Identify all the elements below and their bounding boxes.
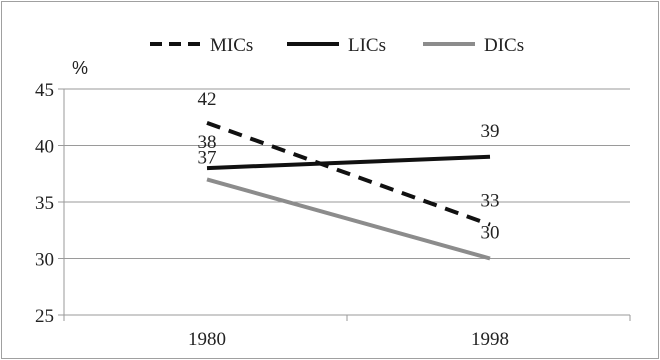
series-line-mics — [206, 121, 491, 227]
data-label-dics-1998: 30 — [481, 223, 500, 244]
legend-label-mics: MICs — [210, 35, 253, 56]
x-tick-labels: 1980 1998 — [188, 329, 509, 350]
x-tick-label-1998: 1998 — [471, 329, 509, 350]
data-label-dics-1980: 37 — [198, 147, 217, 168]
legend-label-lics: LICs — [348, 35, 386, 56]
x-tick-label-1980: 1980 — [188, 329, 226, 350]
y-tick-label-25: 25 — [35, 306, 54, 327]
data-labels: 42 33 38 39 37 30 — [198, 89, 500, 244]
series-line-lics — [206, 154, 491, 171]
y-tick-label-35: 35 — [35, 193, 54, 214]
y-tick-label-40: 40 — [35, 137, 54, 158]
data-label-mics-1998: 33 — [481, 191, 500, 212]
legend-label-dics: DICs — [484, 35, 524, 56]
data-label-mics-1980: 42 — [198, 89, 217, 110]
grid-lines — [64, 88, 630, 259]
y-tick-labels: 25 30 35 40 45 — [35, 80, 54, 327]
y-unit-label: % — [72, 58, 88, 78]
axes — [58, 88, 631, 321]
data-label-lics-1998: 39 — [481, 121, 500, 142]
data-label-lics-1980: 38 — [198, 132, 217, 153]
series-line-dics — [206, 177, 491, 261]
series-lines — [206, 121, 491, 261]
y-tick-label-45: 45 — [35, 80, 54, 101]
y-tick-label-30: 30 — [35, 250, 54, 271]
legend: MICs LICs DICs — [150, 35, 524, 56]
